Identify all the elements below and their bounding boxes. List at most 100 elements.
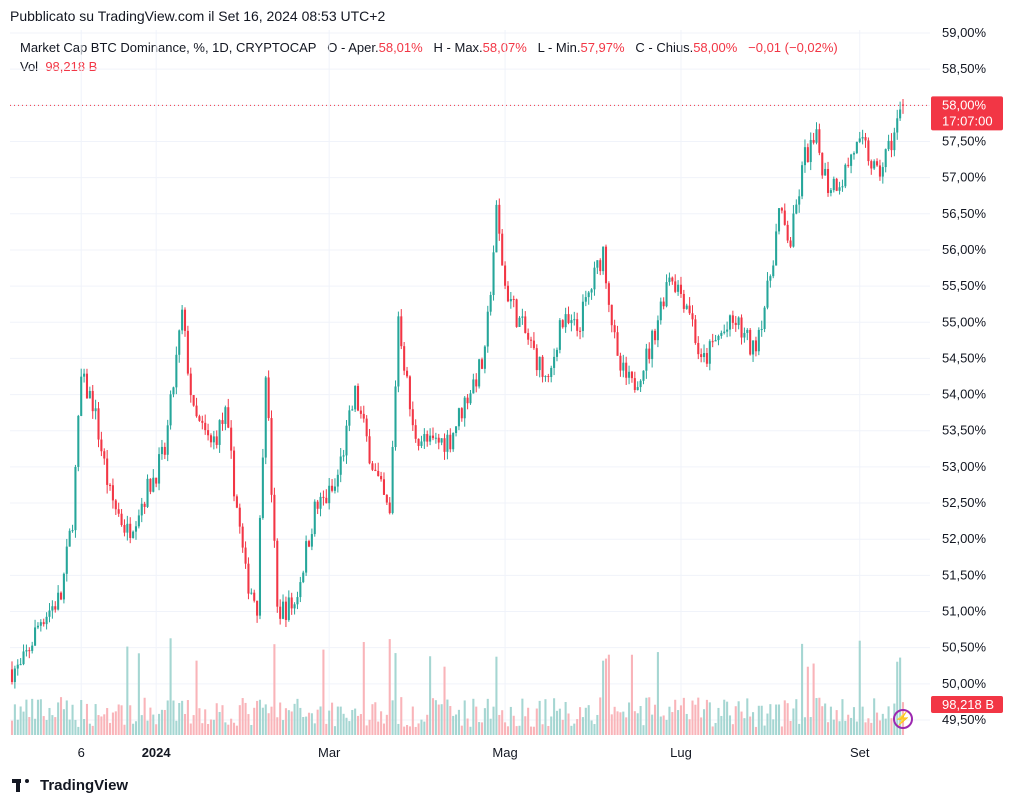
volume-bar: [192, 715, 195, 735]
candle-body: [656, 320, 659, 341]
volume-bar: [809, 717, 812, 735]
volume-bar: [480, 722, 484, 735]
candle-body: [876, 161, 879, 166]
candle-body: [201, 420, 204, 423]
candle-body: [703, 353, 706, 358]
volume-bar: [452, 715, 455, 735]
candle-body: [198, 416, 201, 421]
candle-body: [524, 316, 527, 333]
candle-body: [550, 367, 553, 377]
volume-bar: [408, 726, 411, 735]
last-volume-value: 98,218 B: [942, 697, 994, 712]
volume-bar: [723, 699, 726, 735]
volume-bar: [812, 663, 815, 735]
candle-body: [801, 165, 804, 197]
volume-bar: [483, 708, 486, 735]
volume-bar: [371, 704, 374, 735]
candle-body: [452, 432, 455, 450]
candle-body: [97, 408, 100, 440]
candle-body: [16, 664, 19, 669]
volume-bar: [65, 700, 68, 735]
volume-bar: [279, 702, 282, 735]
candle-body: [431, 435, 435, 439]
candle-body: [478, 359, 481, 387]
volume-bar: [495, 656, 498, 735]
volume-bar: [270, 706, 273, 735]
candle-body: [789, 240, 792, 247]
candle-body: [230, 427, 233, 451]
volume-bar: [146, 720, 149, 735]
volume-bar: [163, 709, 166, 735]
volume-bar: [331, 702, 334, 735]
price-axis[interactable]: 49,50% 50,00% 50,50% 51,00% 51,50% 52,00% 52,5…: [942, 25, 987, 727]
volume-bar: [94, 704, 97, 735]
volume-bar: [400, 697, 403, 735]
volume-bar: [28, 717, 31, 735]
candle-body: [88, 390, 91, 399]
candle-body: [143, 503, 146, 507]
volume-bar: [527, 707, 530, 735]
candle-body: [509, 298, 512, 302]
volume-bar: [688, 719, 691, 735]
volume-bar: [518, 725, 521, 735]
symbol-title[interactable]: Market Cap BTC Dominance, %, 1D, CRYPTOC…: [20, 40, 317, 55]
volume-bar: [469, 726, 472, 735]
candle-body: [434, 437, 437, 439]
candle-body: [31, 645, 34, 651]
candle-body: [22, 651, 25, 665]
candle-body: [65, 546, 68, 574]
candle-body: [662, 301, 665, 307]
volume-bar: [83, 719, 86, 735]
volume-bar: [628, 702, 631, 735]
volume-bar: [36, 699, 39, 735]
candle-body: [855, 141, 858, 154]
last-volume-badge: 98,218 B: [931, 696, 1003, 713]
volume-bar: [261, 707, 264, 735]
volume-bar: [276, 717, 279, 735]
volume-bar: [290, 711, 293, 735]
candle-body: [518, 317, 521, 327]
volume-bar: [558, 708, 561, 735]
volume-bar: [752, 712, 755, 735]
volume-bar: [754, 726, 757, 735]
candle-body: [129, 523, 132, 538]
candle-body: [261, 457, 264, 518]
volume-bar: [708, 702, 711, 735]
volume-bar: [31, 698, 34, 735]
lightning-icon[interactable]: ⚡: [893, 709, 913, 729]
candle-body: [244, 547, 247, 564]
y-tick-label: 59,00%: [942, 25, 987, 40]
y-tick-label: 55,50%: [942, 278, 987, 293]
volume-bar: [91, 725, 94, 735]
time-axis[interactable]: 6 2024 Mar Mag Lug Set: [78, 745, 870, 760]
candle-body: [714, 340, 717, 342]
candle-body: [215, 436, 218, 445]
candle-body: [610, 304, 613, 326]
volume-bar: [501, 710, 504, 735]
candle-body: [13, 668, 16, 683]
candle-body: [740, 317, 743, 338]
volume-bar: [224, 722, 227, 735]
candle-body: [694, 319, 697, 343]
tradingview-brand[interactable]: TradingView: [12, 777, 128, 794]
candle-body: [558, 320, 561, 350]
candle-body: [777, 208, 781, 232]
candle-body: [674, 281, 677, 292]
candle-body: [743, 332, 746, 338]
candle-body: [59, 592, 63, 600]
candle-body: [504, 265, 507, 286]
volume-bar: [532, 726, 535, 735]
volume-bar: [659, 716, 662, 735]
candle-body: [440, 438, 443, 443]
candle-body: [106, 458, 109, 485]
last-price-value: 58,00%: [942, 97, 987, 112]
volume-bar: [602, 660, 605, 735]
candle-body: [94, 408, 97, 412]
volume-bar: [244, 702, 247, 735]
volume-bar: [740, 711, 743, 735]
candle-body: [189, 373, 192, 396]
volume-bar: [674, 699, 677, 735]
volume-bar: [826, 722, 830, 735]
candle-body: [512, 298, 515, 300]
